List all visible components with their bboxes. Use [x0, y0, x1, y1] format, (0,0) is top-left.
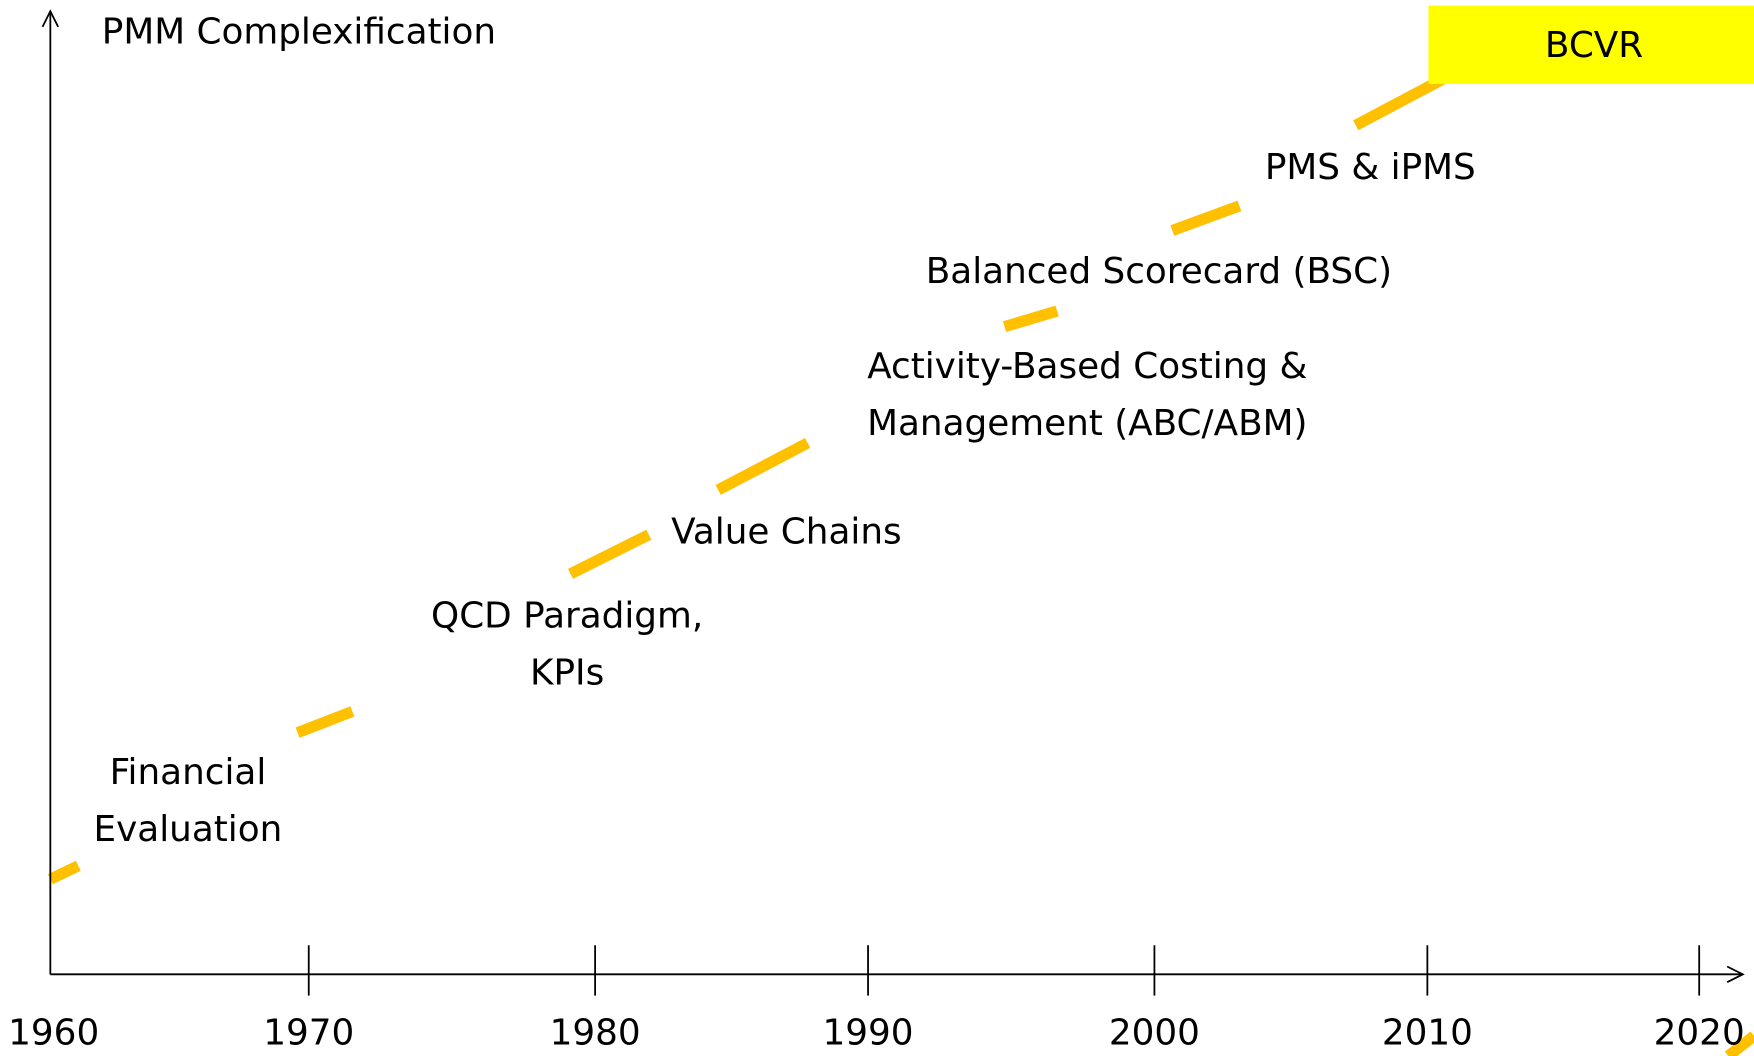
stage-label: Management (ABC/ABM) — [867, 403, 1307, 444]
stage-label: QCD Paradigm, — [431, 595, 703, 636]
x-arrow — [1726, 965, 1745, 983]
stage-label: Value Chains — [671, 512, 901, 553]
stage-label: Balanced Scorecard (BSC) — [926, 251, 1392, 292]
tick-label: 1980 — [550, 1013, 641, 1054]
highlight-label: BCVR — [1545, 25, 1643, 66]
tick-label: 1990 — [823, 1013, 914, 1054]
tick-label: 1970 — [263, 1013, 354, 1054]
y-axis-label: PMM Complexification — [102, 12, 496, 53]
tick-label: 2000 — [1109, 1013, 1200, 1054]
stage-label: PMS & iPMS — [1265, 147, 1476, 188]
stage-label: Financial — [110, 752, 267, 793]
x-ticks: 1960 1970 1980 1990 2000 2010 2020 — [8, 945, 1745, 1054]
tick-label: 2020 — [1654, 1013, 1745, 1054]
trend-line — [47, 62, 1754, 1056]
y-arrow — [41, 9, 59, 28]
stage-label: Activity-Based Costing & — [867, 346, 1307, 387]
tick-label: 1960 — [8, 1013, 99, 1054]
highlight-box — [1428, 5, 1754, 84]
tick-label: 2010 — [1382, 1013, 1473, 1054]
stage-label: Evaluation — [94, 809, 283, 850]
stages: Financial Evaluation QCD Paradigm, KPIs Valu… — [94, 147, 1476, 850]
stage-label: KPIs — [530, 653, 604, 694]
